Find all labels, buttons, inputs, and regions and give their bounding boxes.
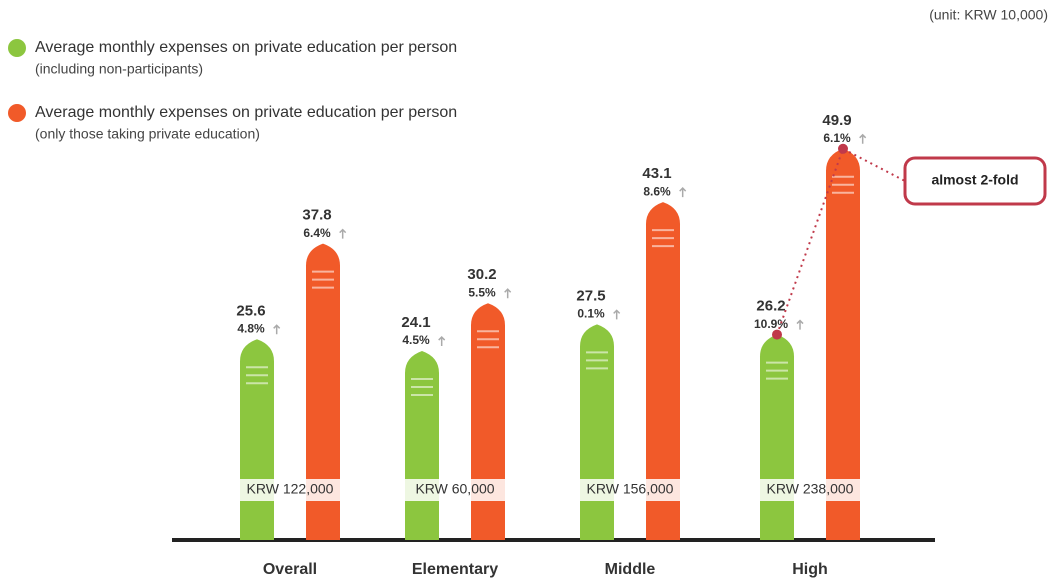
change-label: 4.5%: [402, 333, 430, 347]
up-arrow: [504, 288, 512, 299]
up-arrow: [796, 319, 804, 330]
bar: [306, 243, 340, 540]
bar: [580, 324, 614, 540]
difference-bg: [375, 479, 535, 501]
change-label: 10.9%: [754, 317, 788, 331]
difference-label: KRW 156,000: [587, 481, 674, 497]
difference-bg: [730, 479, 890, 501]
change-label: 4.8%: [237, 321, 265, 335]
bar: [646, 202, 680, 540]
x-tick-label: Overall: [263, 561, 317, 578]
value-label: 26.2: [756, 298, 785, 315]
x-tick-label: Middle: [605, 561, 656, 578]
legend-name: Average monthly expenses on private educ…: [35, 104, 457, 121]
up-arrow: [613, 309, 621, 320]
value-label: 25.6: [236, 302, 265, 319]
difference-label: KRW 238,000: [767, 481, 854, 497]
legend-note: (including non-participants): [35, 61, 203, 77]
annotation-dot: [772, 329, 782, 340]
up-arrow: [859, 133, 867, 144]
value-label: 30.2: [467, 266, 496, 283]
change-label: 6.1%: [823, 131, 851, 145]
legend-name: Average monthly expenses on private educ…: [35, 39, 457, 56]
value-label: 37.8: [302, 207, 331, 224]
up-arrow: [679, 187, 687, 198]
up-arrow: [438, 335, 446, 347]
change-label: 6.4%: [303, 226, 331, 240]
x-tick-label: Elementary: [412, 561, 498, 578]
annotation: almost 2-fold: [931, 172, 1018, 188]
legend-marker: [8, 104, 26, 122]
unit-note: (unit: KRW 10,000): [929, 7, 1048, 23]
change-label: 8.6%: [643, 184, 671, 198]
value-label: 27.5: [576, 287, 605, 304]
change-label: 0.1%: [577, 307, 605, 321]
bar: [826, 148, 860, 540]
bar: [760, 334, 794, 540]
annotation-box: [903, 156, 1047, 206]
difference-label: KRW 122,000: [247, 481, 334, 497]
legend-note: (only those taking private education): [35, 126, 260, 142]
value-label: 24.1: [401, 314, 430, 331]
value-label: 43.1: [642, 165, 671, 182]
difference-bg: [550, 479, 710, 501]
legend-marker: [8, 39, 26, 57]
annotation-dot: [838, 143, 848, 154]
change-label: 5.5%: [468, 285, 496, 299]
x-tick-label: High: [792, 561, 828, 578]
value-label: 49.9: [822, 112, 851, 129]
bar: [240, 339, 274, 540]
difference-label: KRW 60,000: [415, 481, 494, 497]
up-arrow: [339, 228, 347, 239]
difference-bg: [210, 479, 370, 501]
up-arrow: [273, 324, 281, 335]
